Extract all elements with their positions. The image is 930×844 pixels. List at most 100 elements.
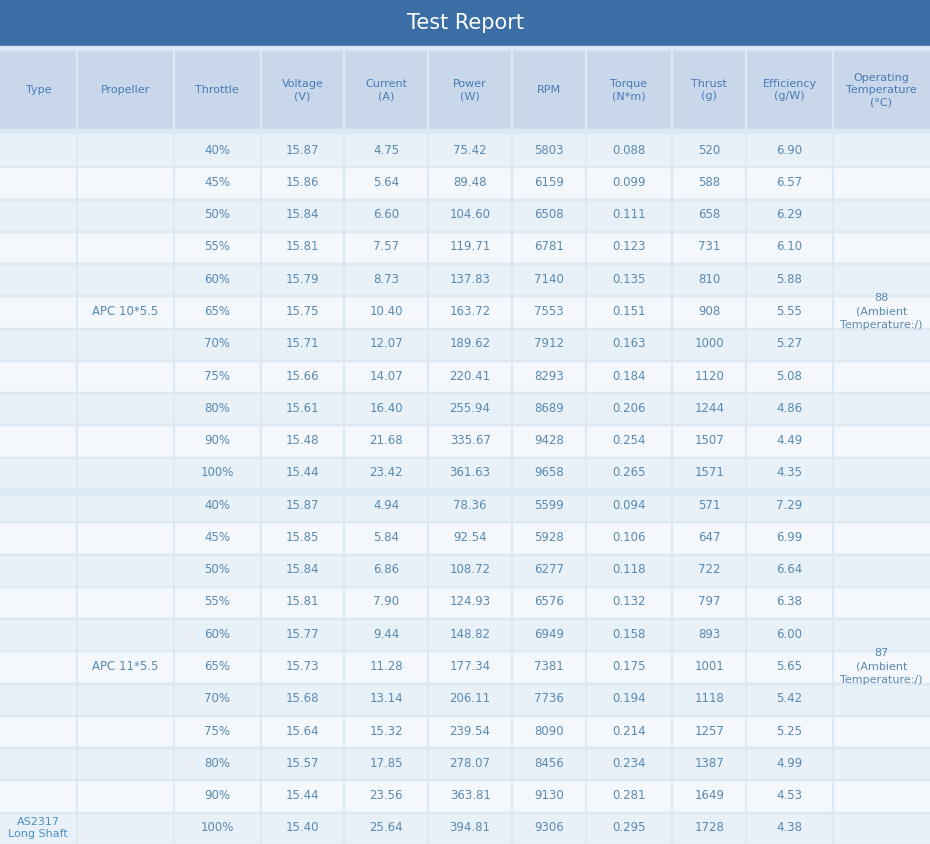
Text: 908: 908 [698,305,721,318]
Bar [0,263,930,295]
Bar [0,586,930,587]
Text: 15.68: 15.68 [286,692,319,706]
Text: 722: 722 [698,563,721,576]
Bar [0,327,930,328]
Text: 0.132: 0.132 [612,596,645,609]
Text: 0.234: 0.234 [612,757,645,770]
Text: 0.158: 0.158 [612,628,645,641]
Text: 100%: 100% [201,467,233,479]
Text: 0.206: 0.206 [612,402,645,414]
Bar [0,780,930,812]
Text: 7381: 7381 [534,660,564,673]
Text: 5.55: 5.55 [777,305,803,318]
Bar [0,747,930,780]
Text: 0.094: 0.094 [612,499,645,511]
Text: 7912: 7912 [534,338,564,350]
Text: 45%: 45% [205,176,230,189]
Text: 731: 731 [698,241,721,253]
Text: 15.84: 15.84 [286,563,319,576]
Text: 797: 797 [698,596,721,609]
Text: 0.099: 0.099 [612,176,645,189]
Text: 1387: 1387 [695,757,724,770]
Text: 4.86: 4.86 [777,402,803,414]
Text: 893: 893 [698,628,721,641]
Bar [0,230,930,232]
Text: 15.66: 15.66 [286,370,319,382]
Text: 6.90: 6.90 [777,143,803,157]
Text: 6508: 6508 [534,208,564,221]
Text: 15.71: 15.71 [286,338,319,350]
Text: 11.28: 11.28 [369,660,403,673]
Text: 50%: 50% [205,208,230,221]
Text: 394.81: 394.81 [449,821,491,835]
Text: 7.90: 7.90 [373,596,399,609]
Text: 100%: 100% [201,821,233,835]
Text: 87
(Ambient
Temperature:/): 87 (Ambient Temperature:/) [840,648,923,684]
Text: Throttle: Throttle [195,85,239,95]
Text: 6.99: 6.99 [777,531,803,544]
Text: 23.56: 23.56 [369,789,403,802]
Text: 6.00: 6.00 [777,628,803,641]
Text: 1649: 1649 [695,789,724,802]
Text: 810: 810 [698,273,721,286]
Bar [0,812,930,844]
Text: 1001: 1001 [695,660,724,673]
Text: Torque
(N*m): Torque (N*m) [610,78,647,101]
Text: 189.62: 189.62 [449,338,491,350]
Bar [0,166,930,167]
Bar [0,198,930,199]
Text: 0.111: 0.111 [612,208,645,221]
Text: 363.81: 363.81 [450,789,490,802]
Text: 8090: 8090 [534,724,564,738]
Text: 15.87: 15.87 [286,143,319,157]
Bar [0,327,930,360]
Bar [0,360,930,361]
Text: 206.11: 206.11 [449,692,491,706]
Bar [0,198,930,230]
Text: 4.94: 4.94 [373,499,399,511]
Text: 7.57: 7.57 [373,241,399,253]
Text: 15.48: 15.48 [286,434,319,447]
Text: 239.54: 239.54 [449,724,491,738]
Text: 89.48: 89.48 [453,176,487,189]
Text: Efficiency
(g/W): Efficiency (g/W) [763,78,817,101]
Text: 5.84: 5.84 [373,531,399,544]
Text: 137.83: 137.83 [450,273,490,286]
Bar [0,360,930,392]
Text: 80%: 80% [205,757,230,770]
Text: 5.65: 5.65 [777,660,803,673]
Text: 75%: 75% [205,724,230,738]
Bar [0,457,930,489]
Text: Thrust
(g): Thrust (g) [691,78,727,101]
Text: APC 11*5.5: APC 11*5.5 [92,660,158,673]
Text: Type: Type [25,85,51,95]
Bar [0,780,930,781]
Bar [0,618,930,619]
Text: 0.254: 0.254 [612,434,645,447]
Text: 4.35: 4.35 [777,467,803,479]
Text: 148.82: 148.82 [449,628,491,641]
Text: 92.54: 92.54 [453,531,487,544]
Text: 15.81: 15.81 [286,596,319,609]
Text: 4.38: 4.38 [777,821,803,835]
Bar [0,489,930,522]
Text: 4.53: 4.53 [777,789,803,802]
Text: 9130: 9130 [534,789,564,802]
Text: 21.68: 21.68 [369,434,403,447]
Text: 6.38: 6.38 [777,596,803,609]
Bar [0,0,930,46]
Text: 7553: 7553 [534,305,564,318]
Text: 6.10: 6.10 [777,241,803,253]
Text: 15.64: 15.64 [286,724,319,738]
Bar [0,586,930,618]
Text: 5.64: 5.64 [373,176,399,189]
Text: 6781: 6781 [534,241,564,253]
Text: 70%: 70% [205,338,230,350]
Text: 0.175: 0.175 [612,660,645,673]
Text: 65%: 65% [205,305,230,318]
Text: 50%: 50% [205,563,230,576]
Text: Test Report: Test Report [406,13,524,33]
Text: 40%: 40% [205,499,230,511]
Text: 15.32: 15.32 [369,724,403,738]
Bar [0,295,930,327]
